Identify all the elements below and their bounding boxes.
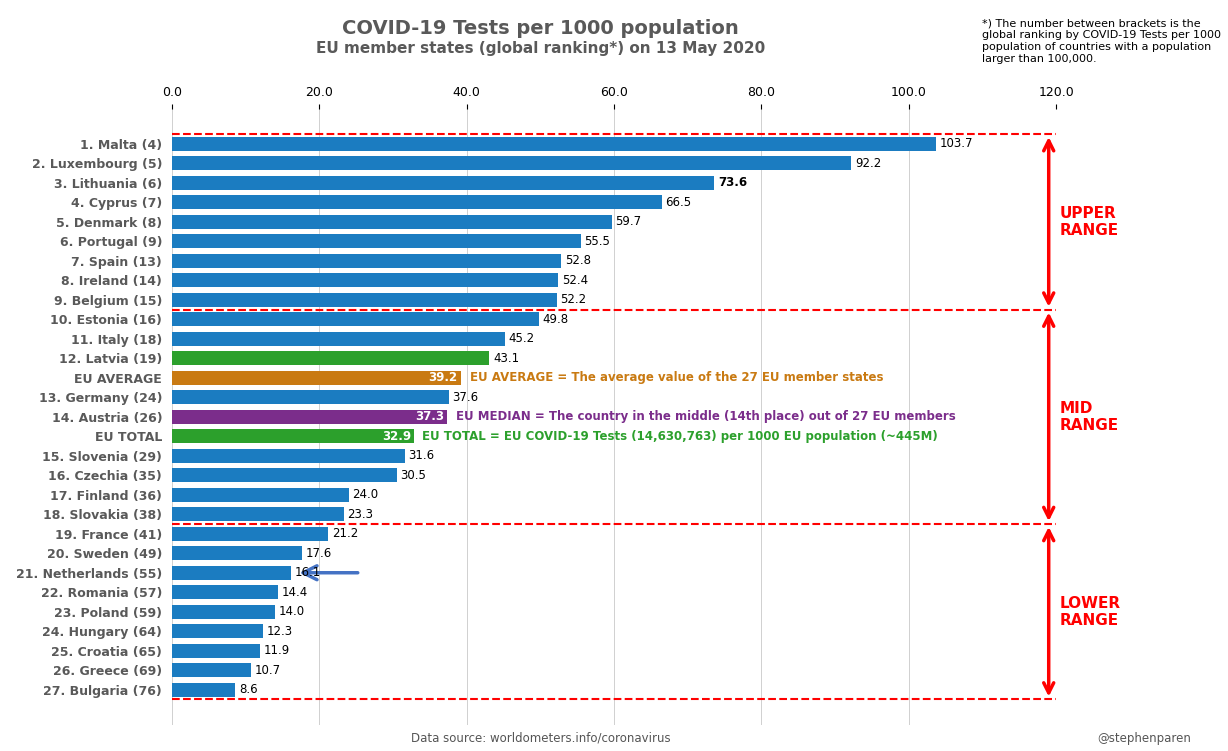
Text: 31.6: 31.6 <box>409 449 435 463</box>
Bar <box>172 663 251 677</box>
Text: 37.3: 37.3 <box>415 410 443 424</box>
Text: 30.5: 30.5 <box>400 469 426 482</box>
Text: 49.8: 49.8 <box>543 313 569 326</box>
Bar <box>172 410 447 424</box>
Text: Data source: worldometers.info/coronavirus: Data source: worldometers.info/coronavir… <box>410 732 670 745</box>
Bar <box>172 195 662 210</box>
Bar <box>172 371 460 385</box>
Bar <box>172 683 236 697</box>
Text: 43.1: 43.1 <box>494 351 519 365</box>
Bar <box>172 566 291 580</box>
Bar <box>172 234 581 249</box>
Text: 14.0: 14.0 <box>279 605 305 618</box>
Text: 8.6: 8.6 <box>239 683 258 696</box>
Text: EU MEDIAN = The country in the middle (14th place) out of 27 EU members: EU MEDIAN = The country in the middle (1… <box>456 410 955 424</box>
Text: COVID-19 Tests per 1000 population: COVID-19 Tests per 1000 population <box>341 19 739 38</box>
Bar <box>172 137 936 151</box>
Bar <box>172 507 344 521</box>
Bar <box>172 156 851 170</box>
Text: 21.2: 21.2 <box>332 527 359 540</box>
Bar <box>172 546 302 560</box>
Bar <box>172 430 414 443</box>
Text: @stephenparen: @stephenparen <box>1098 732 1191 745</box>
Text: 39.2: 39.2 <box>429 371 458 385</box>
Bar <box>172 312 539 327</box>
Text: EU TOTAL = EU COVID-19 Tests (14,630,763) per 1000 EU population (~445M): EU TOTAL = EU COVID-19 Tests (14,630,763… <box>422 430 938 443</box>
Bar <box>172 215 612 229</box>
Text: 73.6: 73.6 <box>718 176 747 189</box>
Text: 52.8: 52.8 <box>565 255 591 267</box>
Text: 32.9: 32.9 <box>382 430 411 443</box>
Text: 52.2: 52.2 <box>560 294 586 306</box>
Text: 14.4: 14.4 <box>281 586 308 599</box>
Text: 12.3: 12.3 <box>266 625 292 638</box>
Bar <box>172 469 397 482</box>
Text: 52.4: 52.4 <box>561 274 588 287</box>
Text: 10.7: 10.7 <box>254 664 280 677</box>
Text: 16.1: 16.1 <box>295 566 321 579</box>
Bar <box>172 605 275 619</box>
Bar <box>172 176 715 190</box>
Bar <box>172 351 490 365</box>
Bar <box>172 487 349 502</box>
Text: 11.9: 11.9 <box>263 644 290 657</box>
Text: 103.7: 103.7 <box>939 137 973 150</box>
Text: 92.2: 92.2 <box>855 157 882 170</box>
Text: MID
RANGE: MID RANGE <box>1060 400 1119 433</box>
Text: 55.5: 55.5 <box>585 235 610 248</box>
Text: *) The number between brackets is the
global ranking by COVID-19 Tests per 1000
: *) The number between brackets is the gl… <box>982 19 1222 64</box>
Bar <box>172 449 405 463</box>
Text: EU member states (global ranking*) on 13 May 2020: EU member states (global ranking*) on 13… <box>316 41 765 56</box>
Text: EU AVERAGE = The average value of the 27 EU member states: EU AVERAGE = The average value of the 27… <box>470 371 884 385</box>
Text: 66.5: 66.5 <box>666 196 691 209</box>
Text: 59.7: 59.7 <box>615 216 641 228</box>
Bar <box>172 644 259 658</box>
Bar <box>172 332 505 346</box>
Bar <box>172 624 263 638</box>
Text: LOWER
RANGE: LOWER RANGE <box>1060 596 1121 628</box>
Bar <box>172 391 449 404</box>
Text: 24.0: 24.0 <box>352 488 378 501</box>
Text: 17.6: 17.6 <box>306 547 332 559</box>
Text: 45.2: 45.2 <box>508 333 534 345</box>
Bar <box>172 293 556 307</box>
Bar <box>172 254 561 268</box>
Bar <box>172 585 278 599</box>
Text: 37.6: 37.6 <box>453 391 479 404</box>
Bar <box>172 273 558 288</box>
Bar <box>172 526 328 541</box>
Text: UPPER
RANGE: UPPER RANGE <box>1060 206 1119 238</box>
Text: 23.3: 23.3 <box>348 508 373 520</box>
